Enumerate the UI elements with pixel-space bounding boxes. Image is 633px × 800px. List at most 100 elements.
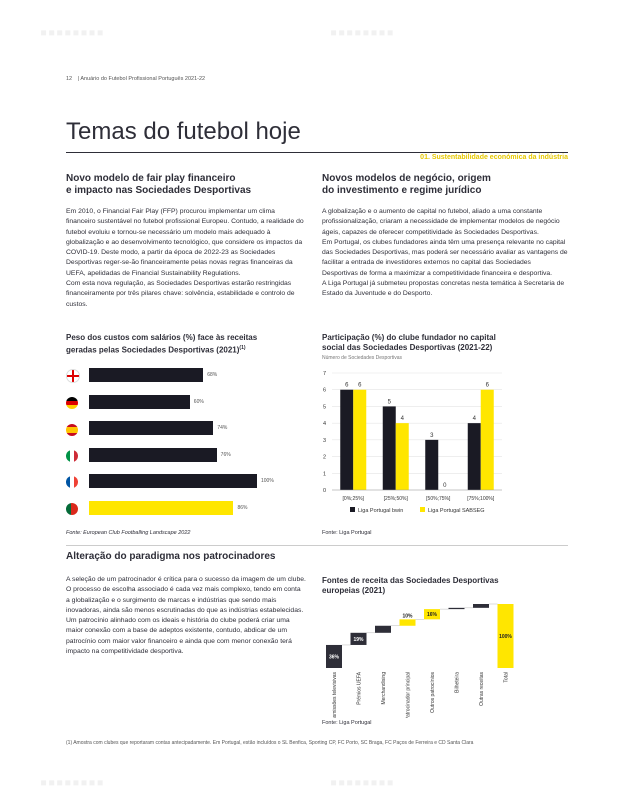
page-title: Temas do futebol hoje [66, 118, 301, 145]
left-paragraph-1: Em 2010, o Financial Fair Play (FFP) pro… [66, 208, 304, 277]
chart1-bar [89, 394, 190, 409]
england-flag-icon [66, 369, 80, 383]
chart2-value-label: 6 [345, 383, 349, 389]
chart1-value-label: 74% [217, 425, 228, 432]
chart3-category-label: Outras receitas [479, 672, 485, 706]
chart2-source: Fonte: Liga Portugal [322, 530, 372, 536]
running-title: Anuário do Futebol Profissional Portuguê… [80, 76, 206, 82]
left-heading-line2: e impacto nas Sociedades Desportivas [66, 185, 252, 196]
chart2-bar [395, 423, 409, 490]
chart3-value-label: 6% [477, 598, 485, 604]
chart1-bar [89, 447, 217, 462]
chart2-ytick-label: 1 [323, 471, 326, 477]
chart1-bar [89, 421, 214, 436]
chart2-value-label: 0 [443, 483, 447, 489]
right-paragraph-3: A Liga Portugal já submeteu propostas co… [322, 280, 565, 298]
chart3-value-label: 10% [402, 613, 413, 619]
chart3-bar [497, 604, 514, 668]
germany-flag-icon [66, 397, 78, 409]
right-heading: Novos modelos de negócio, origem do inve… [322, 173, 491, 197]
chart1-title: Peso dos custos com salários (%) face às… [66, 333, 257, 356]
chart2-bar [480, 389, 494, 490]
right-heading-line2: do investimento e regime jurídico [322, 185, 482, 196]
page-number: 12 [66, 76, 73, 82]
watermark: ▪▪▪▪▪▪▪▪ [40, 772, 105, 794]
chart3-value-label: 36% [329, 654, 340, 660]
france-flag-icon [66, 476, 78, 488]
chart3-svg: 36% Transmissões televisivas 19% Prémios UE… [326, 598, 514, 718]
chart2-legend-label: Liga Portugal SABSEG [428, 508, 485, 514]
left-heading: Novo modelo de fair play financeiro e im… [66, 173, 251, 197]
chart3-title: Fontes de receita das Sociedades Desport… [322, 576, 499, 596]
chart3-bar [350, 632, 367, 645]
chart2-ytick-label: 7 [323, 371, 326, 377]
chart2-ytick-label: 2 [323, 455, 326, 461]
chart2-value-label: 6 [486, 383, 490, 389]
chart1-title-line1: Peso dos custos com salários (%) face às… [66, 333, 258, 342]
chart1-source: Fonte: European Club Footballing Landsca… [66, 530, 191, 536]
chart2-xtick-label: [0%;25%] [343, 496, 365, 502]
chart1-value-label: 60% [193, 398, 204, 405]
chart3-bar [375, 625, 391, 633]
chart3-category-label: Total [504, 672, 510, 683]
chart2-ytick-label: 3 [323, 438, 326, 444]
italy-flag-icon [66, 450, 78, 462]
chart3-bar [473, 604, 489, 608]
chart2-xtick-label: [75%;100%] [467, 496, 495, 502]
bottom-paragraph-1: A seleção de um patrocinador é crítica p… [66, 576, 306, 614]
chart1-value-label: 86% [237, 505, 248, 511]
chart2-legend-swatch [420, 507, 425, 512]
footnote: (1) Amostra com clubes que reportaram co… [66, 740, 474, 746]
right-paragraph-1: A globalização e o aumento de capital no… [322, 208, 560, 236]
chart2-bar [467, 423, 481, 490]
title-divider [66, 152, 568, 153]
chart2-bar [340, 389, 354, 490]
watermark: ▪▪▪▪▪▪▪▪ [330, 22, 395, 44]
chart2-axis-label: Número de Sociedades Desportivas [322, 355, 403, 361]
watermark: ▪▪▪▪▪▪▪▪ [40, 22, 105, 44]
chart2-bar [425, 439, 439, 490]
right-body: A globalização e o aumento de capital no… [322, 207, 568, 300]
left-heading-line1: Novo modelo de fair play financeiro [66, 173, 236, 184]
chart2-value-label: 5 [388, 399, 392, 405]
chart2-ytick-label: 4 [323, 421, 326, 427]
left-body: Em 2010, o Financial Fair Play (FFP) pro… [66, 207, 306, 310]
chart3-category-label: Prémios UEFA [357, 671, 363, 704]
chart2-ytick-label: 0 [323, 488, 326, 494]
chart3-value-label: 11% [378, 620, 388, 626]
right-paragraph-2: Em Portugal, os clubes fundadores ainda … [322, 238, 568, 277]
chart2-svg: 0 1 2 3 4 5 6 7 6 6 [0%;25%] 5 4 [25%;50%] 3 0 [50%;75%]… [323, 371, 502, 514]
chart3-value-label: 100% [499, 634, 512, 640]
chart3-category-label: Merchandising [381, 672, 387, 705]
chart3-bar [399, 619, 416, 626]
chart2-xtick-label: [25%;50%] [384, 496, 409, 502]
portugal-flag-icon [66, 503, 78, 515]
chart1-bar [89, 501, 234, 515]
chart3-category-label: Patrocinador principal [406, 672, 412, 718]
chart2-bar [382, 406, 396, 490]
chart1-title-line2: geradas pelas Sociedades Desportivas (20… [66, 345, 240, 355]
chart3-title-line1: Fontes de receita das Sociedades Desport… [322, 576, 499, 585]
chart1-value-label: 68% [207, 372, 218, 378]
chart3-category-label: Outros patrocínios [430, 672, 436, 713]
chart3-bar [326, 644, 342, 668]
chart1-bar [89, 368, 204, 382]
chart2-ytick-label: 5 [323, 404, 326, 410]
chart3-value-label: 2% [453, 602, 461, 608]
chart3-category-label: Transmissões televisivas [332, 672, 338, 718]
chart2-value-label: 4 [473, 416, 477, 422]
chart2-title-line1: Participação (%) do clube fundador no ca… [322, 333, 496, 342]
chart3-value-label: 16% [427, 612, 438, 618]
left-paragraph-2: Com esta nova regulação, as Sociedades D… [66, 280, 295, 308]
running-header: 12 | Anuário do Futebol Profissional Por… [66, 76, 205, 82]
watermark: ▪▪▪▪▪▪▪▪ [330, 772, 395, 794]
chart2-title-line2: social das Sociedades Desportivas (2021-… [322, 343, 493, 352]
section-tag: 01. Sustentabilidade económica da indúst… [420, 154, 568, 161]
chart2-value-label: 4 [401, 416, 405, 422]
chart2-value-label: 3 [430, 433, 434, 439]
chart1-bar [89, 474, 257, 489]
spain-flag-icon [66, 424, 78, 436]
bottom-paragraph-2: Um patrocínio alinhado com os ideais e h… [66, 617, 292, 656]
right-heading-line1: Novos modelos de negócio, origem [322, 173, 491, 184]
chart3-value-label: 19% [353, 637, 364, 643]
